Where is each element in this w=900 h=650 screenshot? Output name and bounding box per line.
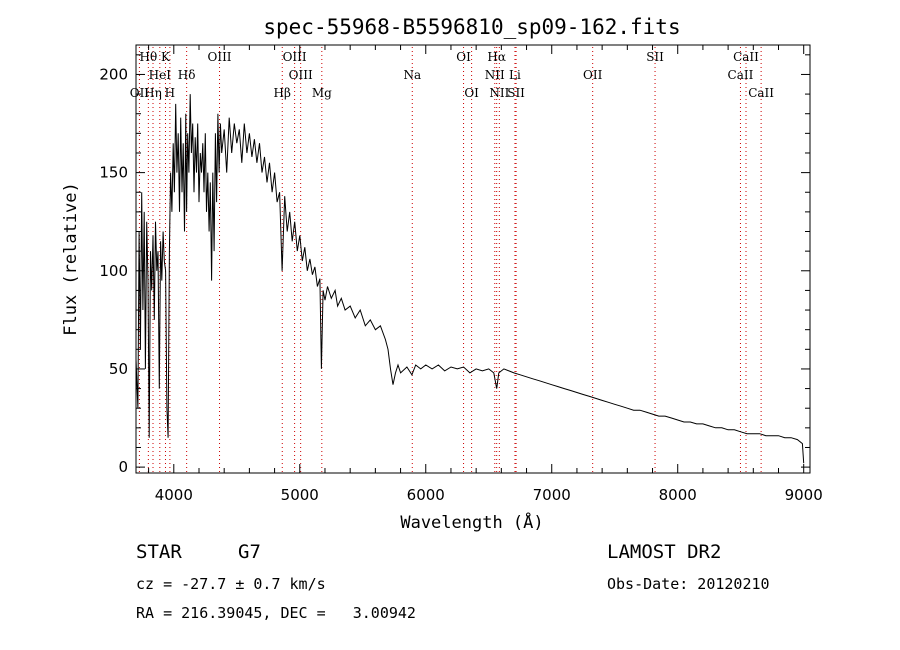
line-marker-label: Mg xyxy=(312,86,332,100)
y-tick-label: 100 xyxy=(99,262,128,280)
y-tick-label: 0 xyxy=(118,458,128,476)
redshift-velocity: cz = -27.7 ± 0.7 km/s xyxy=(136,575,326,593)
x-tick-label: 9000 xyxy=(785,486,823,504)
observation-date: Obs-Date: 20120210 xyxy=(607,575,770,593)
line-markers xyxy=(138,47,762,473)
line-marker-label: OII xyxy=(583,68,603,82)
y-tick-label: 150 xyxy=(99,164,128,182)
line-marker-label: CaII xyxy=(728,68,754,82)
line-marker-label: Hη xyxy=(144,86,162,100)
line-marker-label: K xyxy=(161,50,171,64)
x-tick-label: 7000 xyxy=(533,486,571,504)
line-marker-label: Li xyxy=(509,68,521,82)
y-tick-label: 50 xyxy=(109,360,128,378)
line-marker-label: OIII xyxy=(289,68,313,82)
object-subclass: G7 xyxy=(238,541,261,563)
line-marker-label: OI xyxy=(464,86,479,100)
line-marker-label: CaII xyxy=(733,50,759,64)
x-tick-label: 8000 xyxy=(659,486,697,504)
line-marker-label: Hα xyxy=(487,50,506,64)
line-marker-label: Hβ xyxy=(274,86,291,100)
chart-title: spec-55968-B5596810_sp09-162.fits xyxy=(263,15,680,39)
x-tick-label: 4000 xyxy=(155,486,193,504)
line-marker-label: Hθ xyxy=(139,50,157,64)
coordinates: RA = 216.39045, DEC = 3.00942 xyxy=(136,604,416,622)
line-marker-label: H xyxy=(165,86,175,100)
plot-frame xyxy=(135,44,811,474)
spectrum-line xyxy=(135,94,805,464)
x-tick-label: 5000 xyxy=(281,486,319,504)
line-marker-label: OII xyxy=(130,86,150,100)
line-marker-label: SII xyxy=(507,86,525,100)
line-marker-label: NII xyxy=(489,86,509,100)
survey-name: LAMOST DR2 xyxy=(607,541,722,563)
line-marker-label: OIII xyxy=(283,50,307,64)
line-marker-label: Na xyxy=(403,68,421,82)
line-marker-label: OI xyxy=(456,50,471,64)
line-marker-label: NII xyxy=(485,68,505,82)
x-axis-label: Wavelength (Å) xyxy=(400,511,543,533)
x-axis-ticks: 4000 5000 6000 7000 8000 9000 xyxy=(148,45,823,504)
object-class: STAR xyxy=(136,541,182,563)
line-marker-label: CaII xyxy=(748,86,774,100)
line-marker-label: Hδ xyxy=(178,68,196,82)
line-marker-label: HeI xyxy=(149,68,172,82)
line-marker-label: OIII xyxy=(207,50,231,64)
y-tick-label: 200 xyxy=(99,65,128,83)
x-tick-label: 6000 xyxy=(407,486,445,504)
line-marker-label: SII xyxy=(646,50,664,64)
y-axis-label: Flux (relative) xyxy=(61,182,81,336)
y-axis-ticks: 0 50 100 150 200 xyxy=(99,54,810,476)
